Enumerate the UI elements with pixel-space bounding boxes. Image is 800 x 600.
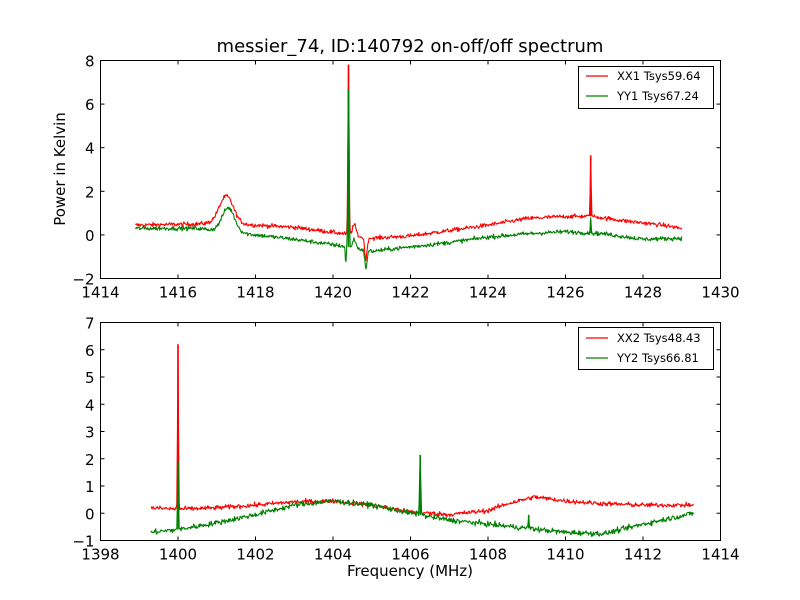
legend-label-xx1: XX1 Tsys59.64 [617,69,701,83]
x-tick-label: 1424 [469,284,507,302]
series-line-yy1 [134,89,683,270]
y-tick-label: 2 [85,183,95,201]
legend-label-yy2: YY2 Tsys66.81 [616,351,699,365]
x-tick-label: 1410 [546,546,584,564]
x-tick-label: 1408 [469,546,507,564]
legend-frame [578,327,714,370]
x-tick-label: 1430 [701,284,739,302]
top-legend: XX1 Tsys59.64 YY1 Tsys67.24 [578,66,714,109]
x-tick-label: 1404 [314,546,352,564]
y-tick-label: 0 [85,505,95,523]
y-tick-label: 1 [85,478,95,496]
y-tick-label: 3 [85,424,95,442]
y-tick-label: 5 [85,369,95,387]
x-tick-label: 1418 [236,284,274,302]
x-tick-label: 1398 [81,546,119,564]
x-axis-label: Frequency (MHz) [347,562,473,580]
legend-label-xx2: XX2 Tsys48.43 [617,331,701,345]
series-line-yy2 [150,458,694,537]
bottom-subplot: Frequency (MHz) 1398 1400 1402 1404 1406 1408… [72,315,739,581]
legend-frame [578,66,714,109]
y-tick-label: 4 [85,140,95,158]
x-tick-label: 1428 [624,284,662,302]
bottom-legend: XX2 Tsys48.43 YY2 Tsys66.81 [578,327,714,370]
x-tick-label: 1422 [391,284,429,302]
y-axis-label: Power in Kelvin [51,112,69,226]
chart-title: messier_74, ID:140792 on-off/off spectru… [217,36,604,57]
y-tick-label: 8 [85,53,95,71]
y-tick-label: 0 [85,227,95,245]
x-tick-label: 1402 [236,546,274,564]
bottom-series-layer [150,344,694,537]
y-tick-label: 6 [85,342,95,360]
bottom-ticks: 1398 1400 1402 1404 1406 1408 1410 1412 1414 −1 0 1… [72,315,739,564]
y-tick-label: 7 [85,315,95,333]
x-tick-label: 1406 [391,546,429,564]
x-tick-label: 1400 [159,546,197,564]
x-tick-label: 1414 [81,284,119,302]
x-tick-label: 1426 [546,284,584,302]
y-tick-label: −2 [72,271,94,289]
legend-label-yy1: YY1 Tsys67.24 [616,89,699,103]
x-tick-label: 1412 [624,546,662,564]
y-tick-label: 4 [85,396,95,414]
y-tick-label: −1 [72,533,94,551]
x-tick-label: 1414 [701,546,739,564]
top-series-layer [134,64,683,270]
top-subplot: messier_74, ID:140792 on-off/off spectru… [51,36,740,302]
y-tick-label: 2 [85,451,95,469]
series-line-xx2 [150,345,694,518]
x-tick-label: 1416 [159,284,197,302]
top-ticks: 1414 1416 1418 1420 1422 1424 1426 1428 1430 −2 0 2… [72,53,739,302]
x-tick-label: 1420 [314,284,352,302]
y-tick-label: 6 [85,96,95,114]
